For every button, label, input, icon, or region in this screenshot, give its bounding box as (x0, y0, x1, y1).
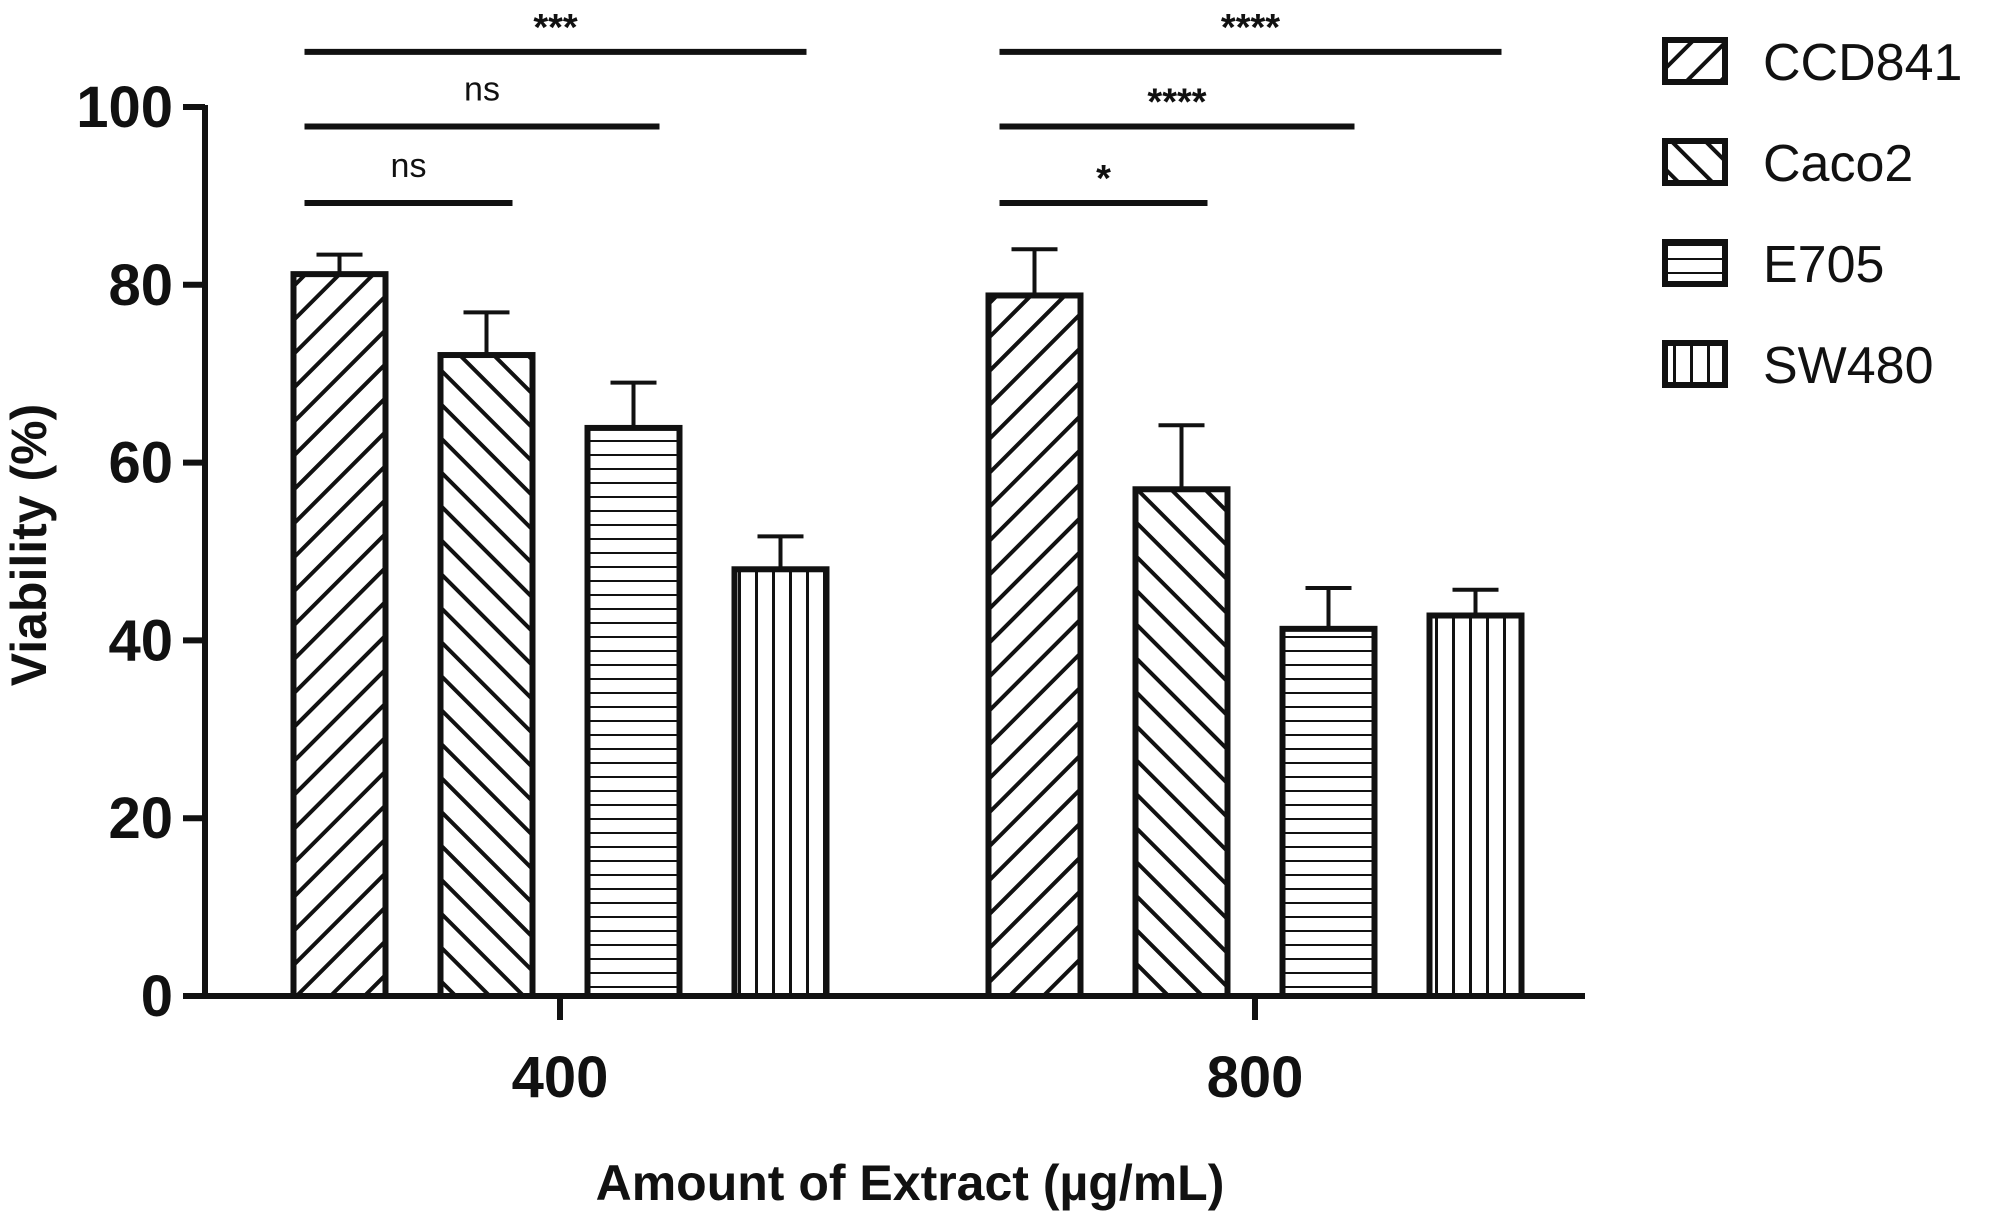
x-ticks: 400 800 (512, 996, 1304, 1110)
bar-caco2-400 (437, 352, 536, 999)
legend-label-sw480: SW480 (1763, 337, 1934, 395)
y-tick-label: 80 (108, 253, 173, 318)
bar-caco2-800 (1132, 486, 1231, 999)
bar-ccd841-400 (290, 271, 389, 999)
y-ticks: 0 20 40 60 80 100 (76, 75, 205, 1029)
legend-label-ccd841: CCD841 (1763, 34, 1962, 92)
significance-label: **** (1147, 82, 1206, 124)
bar-sw480-400 (731, 566, 830, 1000)
significance-label: ns (391, 147, 427, 185)
bar-e705-400 (584, 424, 683, 999)
y-tick-label: 100 (76, 75, 173, 140)
axes (202, 105, 1585, 999)
legend-label-e705: E705 (1763, 236, 1884, 294)
y-tick-label: 40 (108, 608, 173, 673)
legend: CCD841 Caco2 E705 SW480 (1662, 34, 1962, 395)
legend-swatch-e705 (1662, 239, 1728, 287)
y-tick-label: 0 (141, 964, 173, 1029)
x-axis-title: Amount of Extract (µg/mL) (596, 1155, 1225, 1211)
legend-swatch-caco2 (1662, 138, 1728, 186)
bar-ccd841-800 (985, 292, 1084, 999)
bars-group (290, 247, 1525, 1000)
y-axis-title: Viability (%) (1, 404, 57, 686)
significance-label: ns (464, 71, 500, 109)
legend-swatch-ccd841 (1662, 37, 1728, 85)
significance-label: **** (1221, 7, 1280, 49)
significance-label: * (1096, 158, 1111, 200)
y-tick-label: 20 (108, 786, 173, 851)
legend-swatch-sw480 (1662, 340, 1728, 388)
significance-label: *** (533, 7, 578, 49)
bar-e705-800 (1279, 625, 1378, 1000)
x-tick-label: 800 (1207, 1045, 1304, 1110)
x-tick-label: 400 (512, 1045, 609, 1110)
bar-sw480-800 (1426, 612, 1525, 999)
y-tick-label: 60 (108, 431, 173, 496)
legend-label-caco2: Caco2 (1763, 135, 1913, 193)
